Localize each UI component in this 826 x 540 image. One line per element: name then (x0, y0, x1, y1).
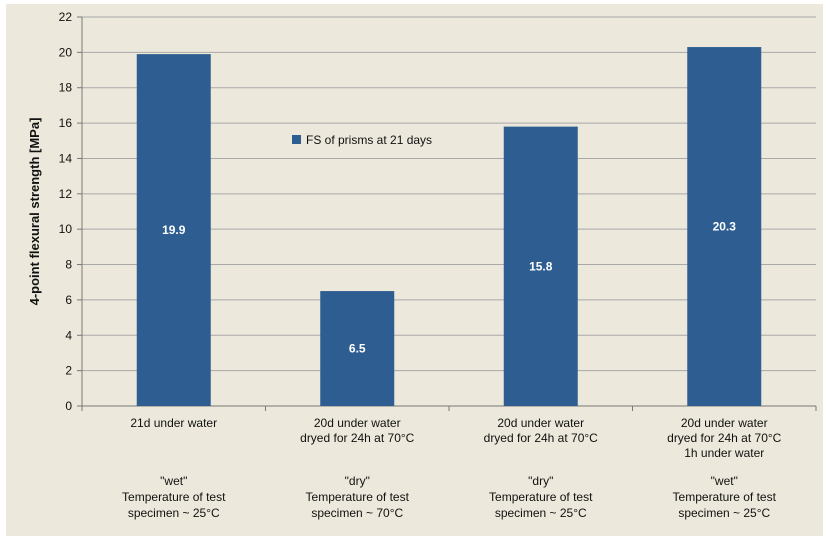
data-label: 15.8 (529, 259, 553, 273)
x-category-label: dryed for 24h at 70°C (484, 431, 599, 445)
y-tick-label: 0 (65, 399, 72, 413)
chart-area: 0 2 4 6 8 10 12 14 16 18 20 22 4-point flexural stre… (6, 4, 823, 536)
x-category-label: 1h under water (684, 446, 764, 460)
y-tick-label: 2 (65, 364, 72, 378)
x-category-note: "wet" (711, 474, 738, 488)
bar (503, 126, 578, 407)
x-category-label: dryed for 24h at 70°C (667, 431, 782, 445)
data-label: 6.5 (349, 342, 366, 356)
x-category-label: 20d under water (681, 416, 768, 430)
x-category-note: Temperature of test (122, 490, 226, 504)
x-category-note: "dry" (528, 474, 553, 488)
x-category-note: specimen ~ 70°C (311, 506, 403, 520)
bar (320, 291, 395, 406)
x-category-label: 21d under water (130, 416, 217, 430)
data-label: 19.9 (162, 223, 186, 237)
legend-swatch (292, 135, 301, 144)
y-tick-label: 10 (59, 222, 73, 236)
x-category-note: specimen ~ 25°C (495, 506, 587, 520)
x-category-note: "wet" (160, 474, 187, 488)
x-category-label: dryed for 24h at 70°C (300, 431, 415, 445)
x-category-label: 20d under water (497, 416, 584, 430)
data-label: 20.3 (713, 220, 737, 234)
x-category-note: Temperature of test (306, 490, 410, 504)
y-tick-label: 22 (59, 10, 73, 24)
bar-chart: 0 2 4 6 8 10 12 14 16 18 20 22 4-point flexural stre… (27, 10, 817, 520)
legend-label: FS of prisms at 21 days (306, 133, 432, 147)
x-category-note: "dry" (345, 474, 370, 488)
y-tick-label: 6 (65, 293, 72, 307)
y-axis-label: 4-point flexural strength [MPa] (27, 118, 42, 306)
x-category-note: specimen ~ 25°C (128, 506, 220, 520)
x-category-note: specimen ~ 25°C (678, 506, 770, 520)
bar (136, 54, 211, 407)
y-tick-label: 12 (59, 187, 73, 201)
y-tick-label: 18 (59, 81, 73, 95)
x-category-label: 20d under water (314, 416, 401, 430)
bar (687, 47, 762, 407)
y-tick-label: 20 (59, 45, 73, 59)
y-tick-label: 14 (59, 151, 73, 165)
x-category-note: Temperature of test (673, 490, 777, 504)
x-category-note: Temperature of test (489, 490, 593, 504)
y-tick-label: 4 (65, 328, 72, 342)
y-tick-label: 16 (59, 116, 73, 130)
y-tick-label: 8 (65, 258, 72, 272)
